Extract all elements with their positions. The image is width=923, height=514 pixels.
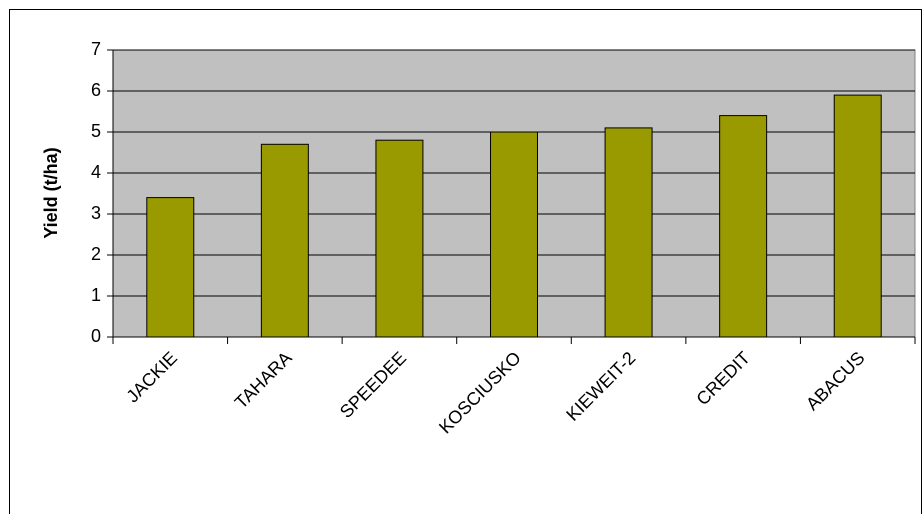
bar bbox=[719, 115, 768, 338]
y-tick-label: 4 bbox=[91, 162, 101, 182]
y-tick-label: 1 bbox=[91, 285, 101, 305]
bar bbox=[146, 197, 195, 338]
bar bbox=[604, 127, 653, 338]
bar bbox=[375, 139, 424, 338]
bar bbox=[833, 94, 882, 338]
bar bbox=[490, 131, 538, 338]
y-tick-label: 0 bbox=[91, 326, 101, 346]
y-tick-label: 3 bbox=[91, 203, 101, 223]
bar bbox=[260, 143, 309, 338]
y-tick-label: 6 bbox=[91, 80, 101, 100]
y-tick-label: 5 bbox=[91, 121, 101, 141]
y-tick-label: 7 bbox=[91, 39, 101, 59]
y-axis-label: Yield (t/ha) bbox=[41, 147, 61, 238]
y-tick-label: 2 bbox=[91, 244, 101, 264]
